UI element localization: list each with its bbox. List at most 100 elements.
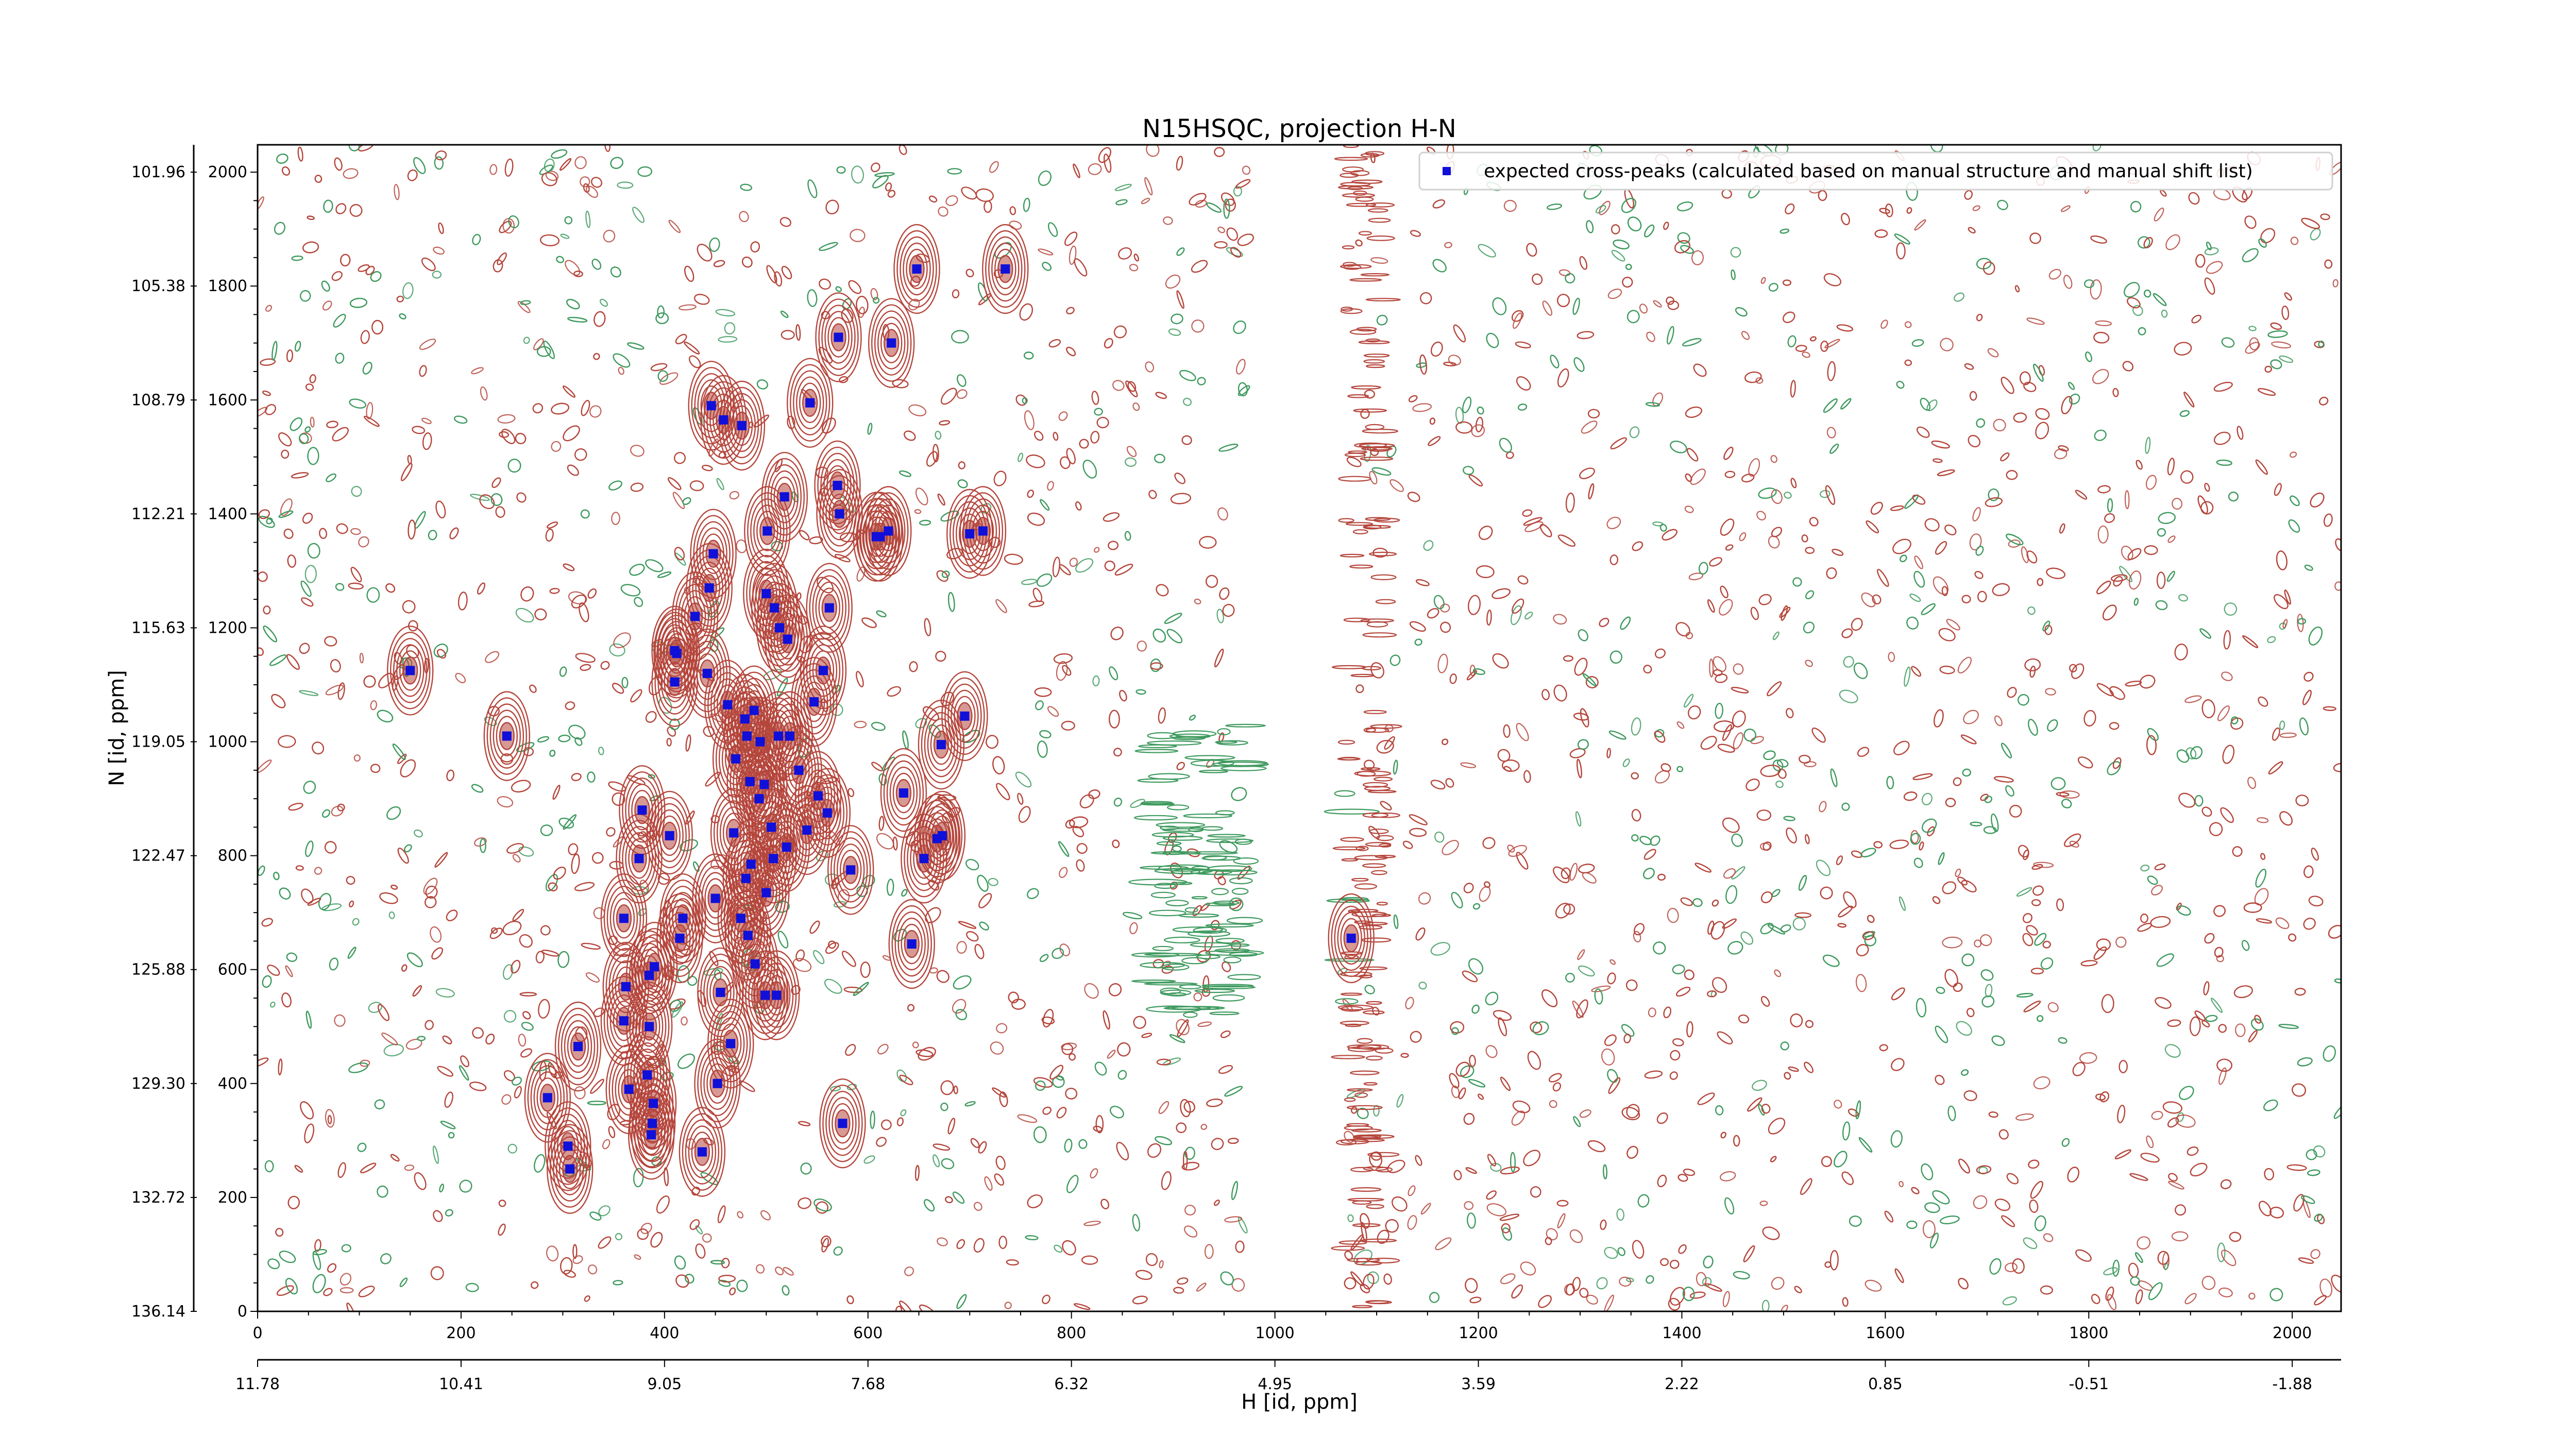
noise-contour xyxy=(325,1109,335,1128)
noise-contour xyxy=(1755,377,1764,384)
noise-contour xyxy=(1880,319,1888,329)
noise-contour xyxy=(850,229,866,242)
noise-contour xyxy=(1090,1168,1098,1179)
noise-contour xyxy=(1132,402,1140,411)
noise-contour xyxy=(351,486,362,497)
noise-contour xyxy=(1508,845,1527,857)
noise-contour xyxy=(1683,694,1694,708)
noise-contour xyxy=(502,964,514,980)
noise-contour xyxy=(2132,305,2143,316)
noise-contour xyxy=(1972,205,1980,211)
noise-contour xyxy=(2015,1113,2034,1121)
noise-contour xyxy=(956,941,967,954)
noise-contour xyxy=(439,1184,444,1193)
noise-contour xyxy=(2221,1250,2236,1267)
noise-contour xyxy=(1455,407,1464,424)
noise-contour xyxy=(1985,984,1993,998)
noise-contour xyxy=(480,386,488,401)
noise-contour xyxy=(1904,666,1911,687)
noise-contour xyxy=(2168,1180,2184,1190)
noise-contour xyxy=(2002,1296,2017,1306)
noise-contour xyxy=(1407,1215,1417,1230)
noise-contour xyxy=(1646,331,1655,342)
noise-contour xyxy=(617,181,634,189)
noise-contour xyxy=(299,690,319,696)
noise-contour xyxy=(915,487,928,505)
noise-contour xyxy=(695,1225,703,1235)
noise-contour xyxy=(1126,446,1137,458)
noise-contour xyxy=(589,405,602,418)
noise-contour xyxy=(1511,1110,1526,1126)
noise-contour xyxy=(914,509,922,514)
noise-contour xyxy=(1774,969,1782,977)
noise-contour xyxy=(1058,411,1068,421)
noise-contour xyxy=(1200,1124,1208,1130)
noise-contour xyxy=(1824,339,1840,349)
noise-contour xyxy=(973,1202,982,1211)
noise-contour xyxy=(1738,1014,1749,1024)
noise-contour xyxy=(2027,606,2036,615)
noise-contour xyxy=(574,156,587,170)
noise-contour xyxy=(2140,864,2150,872)
noise-contour xyxy=(1654,770,1670,784)
noise-contour xyxy=(1709,659,1714,678)
noise-contour xyxy=(702,1233,712,1243)
noise-contour xyxy=(2201,1275,2216,1290)
noise-contour xyxy=(507,1143,517,1154)
noise-contour xyxy=(1344,1131,1355,1143)
noise-contour xyxy=(1370,448,1379,457)
noise-contour xyxy=(1059,867,1068,878)
noise-contour xyxy=(2151,885,2163,896)
noise-contour xyxy=(455,672,466,683)
noise-contour xyxy=(1225,198,1236,212)
noise-contour xyxy=(1631,717,1641,736)
noise-contour xyxy=(474,837,487,847)
noise-contour xyxy=(2310,228,2321,241)
noise-contour xyxy=(2211,998,2223,1013)
noise-contour xyxy=(352,918,360,926)
noise-contour xyxy=(1802,351,1810,358)
noise-contour xyxy=(1017,1114,1038,1123)
noise-contour xyxy=(2334,581,2341,591)
noise-contour xyxy=(668,220,681,233)
noise-contour xyxy=(1756,511,1766,521)
noise-contour xyxy=(630,445,645,457)
noise-contour xyxy=(1904,321,1912,328)
noise-contour xyxy=(1792,917,1806,931)
noise-contour xyxy=(269,1001,276,1008)
noise-contour xyxy=(1921,792,1933,805)
noise-contour xyxy=(515,608,534,623)
noise-contour xyxy=(1713,656,1726,672)
noise-contour xyxy=(854,720,867,729)
noise-contour xyxy=(775,1267,784,1276)
noise-contour xyxy=(1435,1237,1452,1251)
noise-contour xyxy=(285,965,293,977)
noise-contour xyxy=(1486,1203,1506,1217)
noise-contour xyxy=(2060,205,2071,212)
noise-contour xyxy=(1772,631,1780,640)
noise-contour xyxy=(2175,1114,2196,1128)
noise-contour xyxy=(2288,519,2300,533)
noise-contour xyxy=(1839,689,1858,703)
noise-contour xyxy=(2271,341,2292,349)
noise-contour xyxy=(2043,1233,2054,1242)
noise-contour xyxy=(533,338,544,350)
noise-contour xyxy=(681,1016,688,1026)
noise-contour xyxy=(2033,1076,2050,1090)
noise-contour xyxy=(2063,275,2073,289)
noise-contour xyxy=(1021,579,1037,585)
noise-contour xyxy=(1606,516,1621,529)
noise-contour xyxy=(1093,547,1100,553)
noise-contour xyxy=(912,1041,919,1049)
noise-contour xyxy=(1616,1208,1624,1221)
noise-contour xyxy=(2282,619,2288,629)
noise-contour xyxy=(1771,489,1783,504)
noise-contour xyxy=(2167,535,2176,543)
noise-contour xyxy=(1056,661,1068,681)
noise-contour xyxy=(518,1034,527,1047)
noise-contour xyxy=(935,430,942,440)
noise-contour xyxy=(2172,498,2183,510)
noise-contour xyxy=(2033,862,2054,868)
noise-contour xyxy=(1781,1305,1788,1311)
